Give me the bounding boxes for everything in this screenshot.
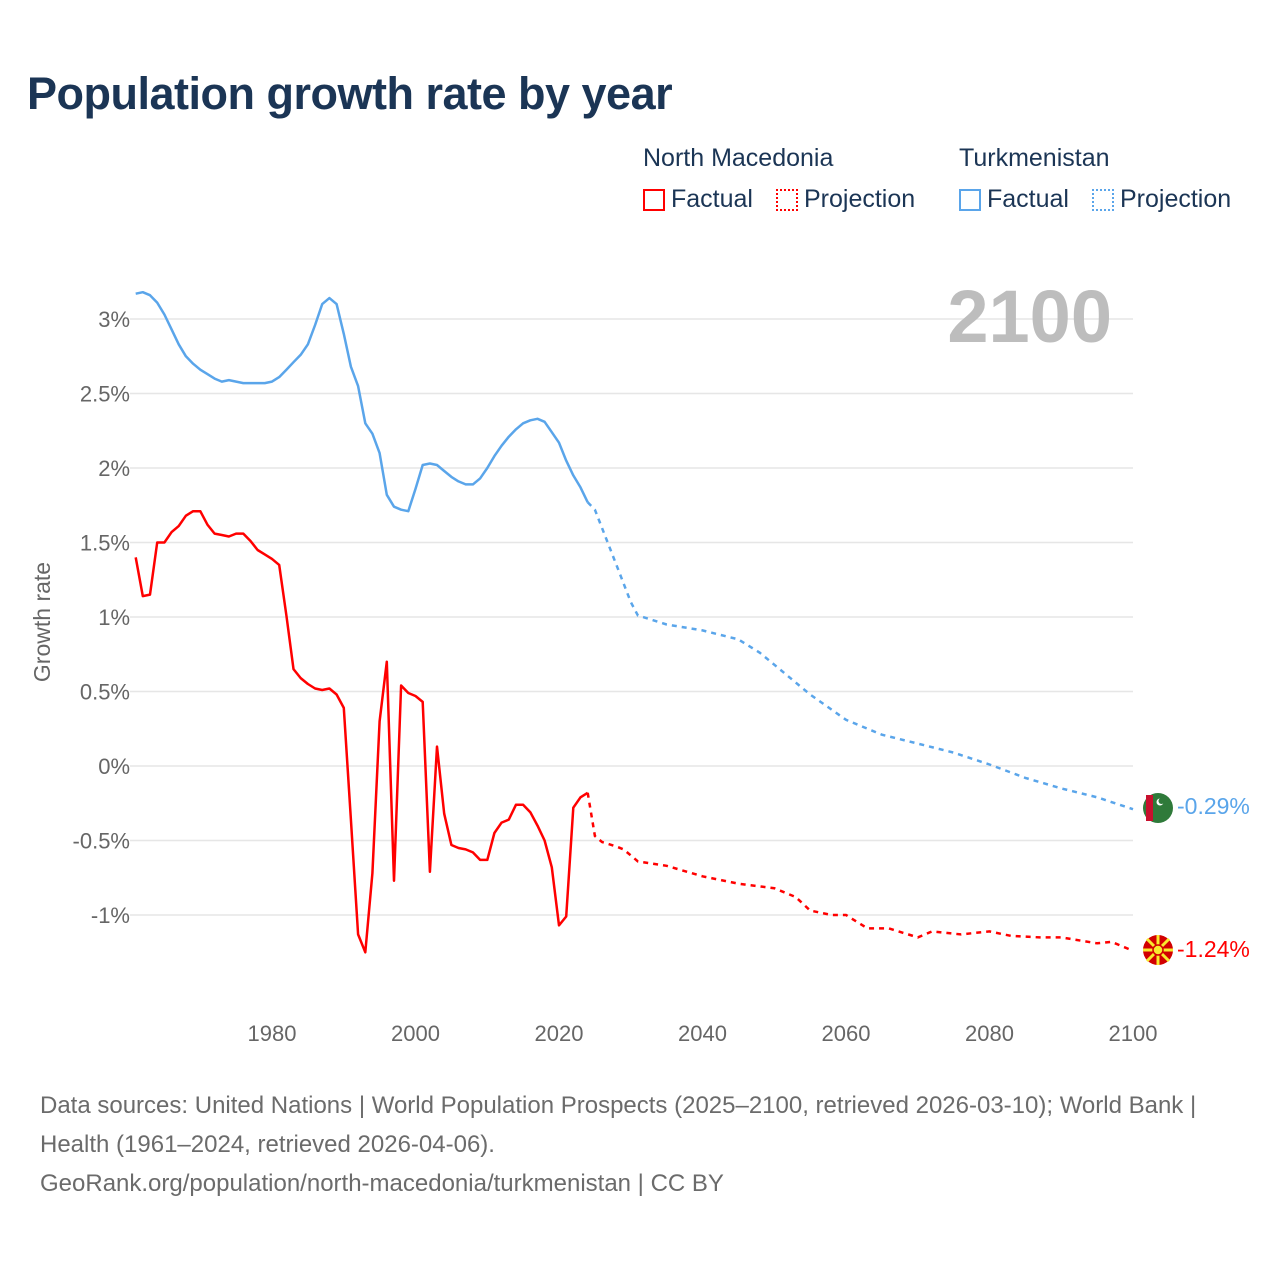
y-tick-label: 2%: [98, 456, 130, 481]
dotted-swatch-icon: [776, 188, 798, 211]
y-tick-label: 0%: [98, 754, 130, 779]
y-tick-label: 0.5%: [80, 680, 130, 705]
turkmenistan-end-label: -0.29%: [1177, 793, 1250, 819]
footer: Data sources: United Nations | World Pop…: [40, 1086, 1240, 1203]
x-tick-label: 1980: [248, 1021, 297, 1046]
legend-label: Factual: [671, 185, 753, 213]
data-sources: Data sources: United Nations | World Pop…: [40, 1092, 1197, 1158]
turkmenistan-projection-line: [586, 501, 1134, 811]
solid-swatch-icon: [643, 188, 665, 211]
north-macedonia-end-label: -1.24%: [1177, 936, 1250, 962]
north-macedonia-flag-icon: [1143, 935, 1173, 965]
legend-north-macedonia-factual[interactable]: Factual: [643, 185, 753, 214]
legend-turkmenistan-factual[interactable]: Factual: [959, 185, 1069, 214]
y-tick-label: -0.5%: [73, 829, 130, 854]
legend-label: Projection: [804, 185, 916, 213]
legend-label: Projection: [1120, 185, 1232, 213]
chart-title: Population growth rate by year: [27, 68, 673, 119]
x-tick-label: 2040: [678, 1021, 727, 1046]
turkmenistan-flag-icon: [1143, 793, 1173, 823]
legend-label: Factual: [987, 185, 1069, 213]
y-tick-label: -1%: [91, 903, 130, 928]
y-tick-label: 1%: [98, 605, 130, 630]
source-link[interactable]: GeoRank.org/population/north-macedonia/t…: [40, 1170, 724, 1197]
turkmenistan-factual-line: [135, 290, 589, 513]
x-tick-label: 2100: [1109, 1021, 1158, 1046]
y-tick-label: 1.5%: [80, 531, 130, 556]
x-tick-label: 2020: [535, 1021, 584, 1046]
x-tick-label: 2060: [822, 1021, 871, 1046]
solid-swatch-icon: [959, 188, 981, 211]
legend-north-macedonia-projection[interactable]: Projection: [776, 185, 915, 214]
year-indicator: 2100: [947, 275, 1112, 358]
north-macedonia-factual-line: [134, 509, 589, 954]
legend-group-turkmenistan: Turkmenistan: [959, 144, 1110, 172]
x-tick-label: 2000: [391, 1021, 440, 1046]
legend-turkmenistan-projection[interactable]: Projection: [1092, 185, 1231, 214]
north-macedonia-projection-line: [586, 792, 1134, 952]
y-tick-label: 2.5%: [80, 382, 130, 407]
y-tick-label: 3%: [98, 307, 130, 332]
y-axis-label: Growth rate: [29, 562, 55, 682]
dotted-swatch-icon: [1092, 188, 1114, 211]
legend-group-north-macedonia: North Macedonia: [643, 144, 834, 172]
x-tick-label: 2080: [965, 1021, 1014, 1046]
